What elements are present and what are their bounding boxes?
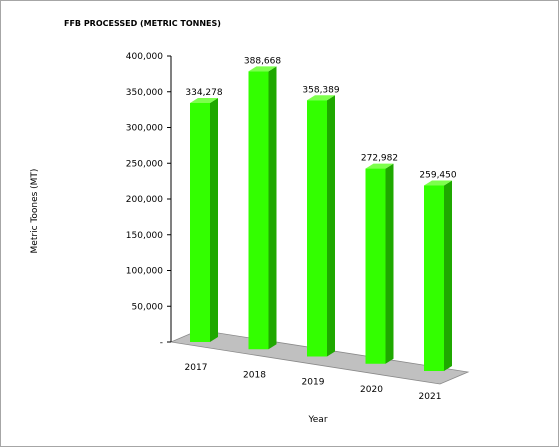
bar xyxy=(365,168,386,364)
y-axis-label: Metric Toones (MT) xyxy=(30,169,40,254)
data-labels: 334,278 2017 388,668 2018 358,389 2019 272,982… xyxy=(185,56,457,402)
floor-plane xyxy=(169,329,470,385)
bars xyxy=(190,66,452,371)
y-tick-label: 300,000 xyxy=(126,124,163,134)
y-tick-label: 350,000 xyxy=(126,88,163,98)
y-tick-label: 50,000 xyxy=(132,302,164,312)
bar-top xyxy=(248,66,277,72)
x-tick-label: 2017 xyxy=(185,363,208,373)
y-axis: - 50,000 100,000 150,000 200,000 250,000 300,0… xyxy=(126,52,172,348)
y-tick-label: 400,000 xyxy=(126,52,163,62)
y-tick-label: - xyxy=(160,338,163,348)
bar-side xyxy=(210,97,218,342)
x-tick-label: 2021 xyxy=(419,392,442,402)
chart-floor xyxy=(169,329,470,385)
x-tick-label: 2019 xyxy=(302,378,325,388)
data-label: 388,668 xyxy=(244,56,281,66)
bar xyxy=(307,100,327,357)
data-label: 358,389 xyxy=(302,85,339,95)
y-tick-label: 200,000 xyxy=(126,195,163,205)
y-tick-label: 250,000 xyxy=(126,159,163,169)
y-tick-label: 150,000 xyxy=(126,231,163,241)
chart-title: FFB PROCESSED (METRIC TONNES) xyxy=(64,19,221,28)
x-axis-label: Year xyxy=(307,415,327,425)
bar xyxy=(424,185,444,371)
bar xyxy=(248,71,269,350)
bar-side xyxy=(327,95,335,357)
data-label: 272,982 xyxy=(361,154,398,164)
bar-top xyxy=(424,180,452,186)
data-label: 259,450 xyxy=(419,170,456,180)
bar-top xyxy=(365,163,394,169)
bar xyxy=(190,102,210,342)
bar-top xyxy=(307,95,335,101)
x-tick-label: 2020 xyxy=(360,385,383,395)
y-tick-label: 100,000 xyxy=(126,267,163,277)
data-label: 334,278 xyxy=(185,88,222,98)
bar-side xyxy=(444,180,452,371)
bar-side xyxy=(385,163,394,364)
bar-side xyxy=(268,66,277,350)
x-tick-label: 2018 xyxy=(243,370,266,380)
bar-top xyxy=(190,97,218,103)
